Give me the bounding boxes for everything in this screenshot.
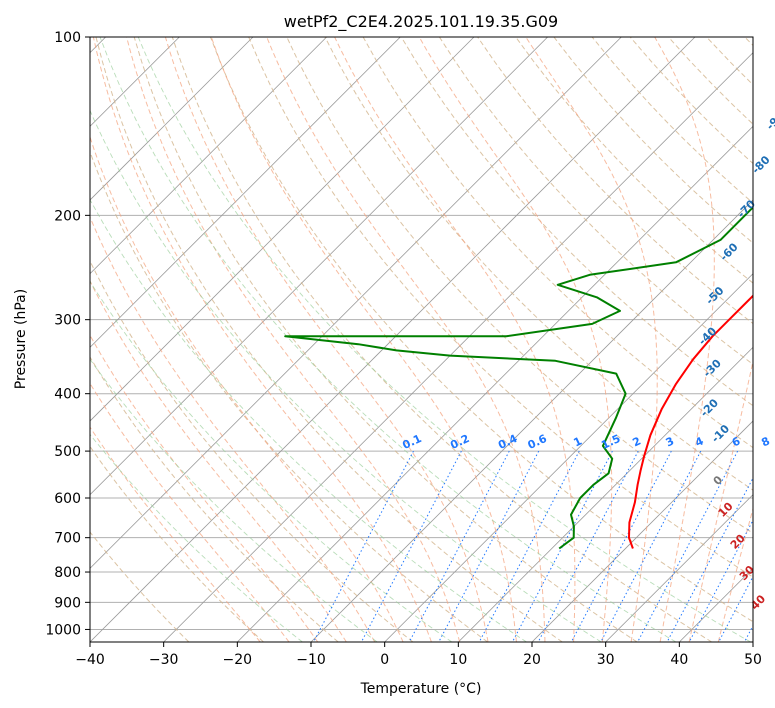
dry-adiabat-line <box>171 37 712 642</box>
auxiliary-adiabat-line <box>90 433 303 642</box>
dry-adiabat-line <box>400 37 753 407</box>
y-tick-label: 900 <box>54 595 81 611</box>
y-tick-label: 100 <box>54 30 81 46</box>
dry-adiabat-line <box>515 37 753 284</box>
isotherm-label: -90 <box>764 109 775 132</box>
y-axis-title: Pressure (hPa) <box>13 289 29 389</box>
moist-adiabat-line <box>92 37 432 642</box>
dry-adiabat-line <box>90 259 414 642</box>
dry-adiabat-line <box>90 150 488 642</box>
moist-adiabat-line <box>525 37 658 642</box>
isotherm-line <box>531 420 753 642</box>
x-tick-label: −20 <box>223 652 253 668</box>
plot-area <box>90 37 753 642</box>
dewpoint-profile-line <box>284 205 753 550</box>
x-tick-label: 30 <box>597 652 615 668</box>
dry-adiabat-line <box>90 531 190 642</box>
x-axis-title: Temperature (°C) <box>360 681 482 697</box>
y-tick-label: 1000 <box>45 622 81 638</box>
moist-adiabat-line <box>717 506 753 642</box>
isotherm-line <box>90 37 696 642</box>
isotherm-line <box>90 37 475 422</box>
x-tick-label: 10 <box>449 652 467 668</box>
axis-layer: −40 −30 −20 −10 0 10 20 30 40 50 100 200 300 400 500 60… <box>45 30 762 668</box>
mixing-ratio-label: 8 <box>759 434 771 449</box>
temperature-profile-line <box>628 294 753 549</box>
auxiliary-adiabat-line <box>137 37 751 642</box>
y-tick-label: 300 <box>54 313 81 329</box>
moist-adiabat-line <box>90 334 319 642</box>
moist-adiabat-line <box>164 37 489 642</box>
x-tick-label: −30 <box>149 652 179 668</box>
moist-adiabat-line <box>688 358 753 642</box>
dry-adiabat-line <box>90 356 339 642</box>
moist-adiabat-line <box>126 37 461 642</box>
moist-adiabat-line <box>90 426 261 642</box>
moist-adiabat-line <box>654 37 715 642</box>
y-tick-label: 600 <box>54 491 81 507</box>
y-tick-label: 200 <box>54 208 81 224</box>
moist-adiabat-line <box>90 382 290 642</box>
dry-adiabat-line <box>90 445 264 642</box>
isotherm-line <box>90 37 254 201</box>
y-tick-label: 500 <box>54 444 81 460</box>
auxiliary-adiabat-line <box>90 198 527 642</box>
isotherm-line <box>384 273 753 642</box>
isotherm-line <box>90 37 327 275</box>
y-tick-label: 700 <box>54 531 81 547</box>
moist-adiabat-line <box>90 135 404 642</box>
mixing-ratio-line <box>767 451 775 642</box>
y-tick-label: 800 <box>54 565 81 581</box>
plot-frame <box>89 36 754 643</box>
isotherm-line <box>237 125 753 642</box>
x-tick-label: 40 <box>670 652 688 668</box>
isotherm-line <box>163 52 753 642</box>
dry-adiabat-line <box>95 37 563 642</box>
isotherm-line <box>90 37 548 496</box>
moist-adiabat-line <box>90 215 376 642</box>
x-tick-label: −10 <box>296 652 326 668</box>
dry-adiabat-line <box>210 37 753 623</box>
dry-adiabat-line <box>438 37 753 366</box>
y-tick-label: 400 <box>54 387 81 403</box>
auxiliary-adiabat-line <box>99 37 677 642</box>
x-tick-label: 20 <box>523 652 541 668</box>
dry-adiabat-line <box>248 37 753 578</box>
series-layer <box>284 205 753 550</box>
isotherm-line <box>605 494 753 642</box>
dry-adiabat-line <box>133 37 638 642</box>
moist-adiabat-line <box>210 37 517 642</box>
grid-layer <box>90 37 775 642</box>
x-tick-label: 0 <box>380 652 389 668</box>
isotherm-line <box>458 346 753 642</box>
auxiliary-adiabat-line <box>90 109 602 642</box>
chart-title: wetPf2_C2E4.2025.101.19.35.G09 <box>284 12 558 32</box>
auxiliary-adiabat-line <box>90 358 378 642</box>
moist-adiabat-line <box>418 37 613 642</box>
moist-adiabat-line <box>266 37 546 642</box>
isotherm-line <box>90 37 401 348</box>
x-tick-label: 50 <box>744 652 762 668</box>
moist-adiabat-line <box>334 37 576 642</box>
x-tick-label: −40 <box>75 652 105 668</box>
